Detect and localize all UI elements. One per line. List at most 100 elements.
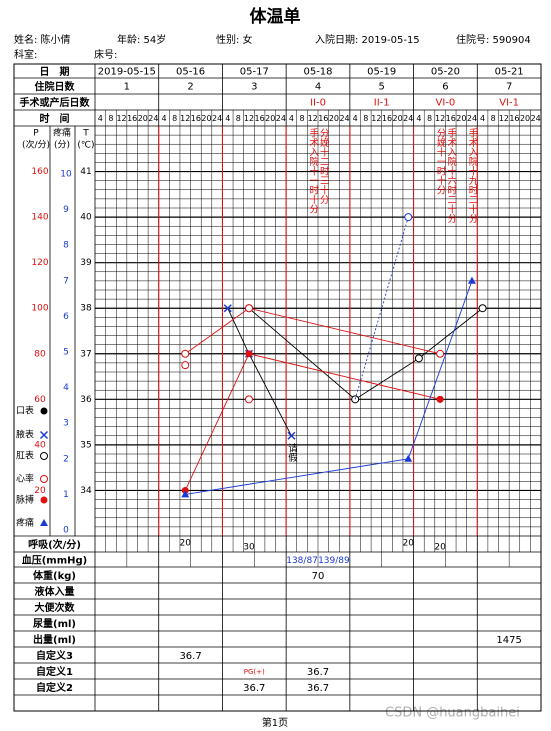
time-label: 24 [148, 114, 158, 123]
time-label: 8 [491, 114, 496, 123]
time-label: 12 [116, 114, 126, 123]
pulse-tick: 140 [31, 213, 48, 223]
date: 05-18 [303, 67, 332, 78]
time-label: 16 [509, 114, 519, 123]
row-label: 出量(ml) [33, 633, 76, 646]
info-field: 性别: 女 [216, 33, 253, 46]
time-label: 20 [265, 114, 275, 123]
time-label: 12 [435, 114, 445, 123]
date: 05-21 [495, 67, 524, 78]
table-border [13, 63, 542, 712]
footer: 第1页 [262, 716, 288, 729]
marker-circle [181, 349, 190, 358]
time-label: 12 [371, 114, 381, 123]
time-label: 24 [403, 114, 413, 123]
date: 05-20 [431, 67, 460, 78]
time-label: 16 [127, 114, 137, 123]
axis-label: T [82, 129, 89, 139]
hospital-day: 4 [315, 82, 321, 93]
time-label: 12 [308, 114, 318, 123]
annotation: 手术入院十一时十分 [307, 127, 319, 214]
time-label: 20 [520, 114, 530, 123]
temperature-tick: 39 [80, 258, 92, 268]
legend-label: 肛表 [16, 450, 34, 462]
hospital-day: 3 [251, 82, 257, 93]
time-label: 4 [161, 114, 166, 123]
time-label: 8 [172, 114, 177, 123]
time-label: 8 [300, 114, 305, 123]
time-label: 8 [236, 114, 241, 123]
cell-value: 1475 [496, 635, 521, 646]
legend-symbol [40, 519, 48, 526]
row-label: 自定义2 [36, 681, 73, 694]
legend-symbol [40, 407, 48, 415]
time-label: 8 [427, 114, 432, 123]
hospital-day: 1 [124, 82, 130, 93]
row-label: 住院日数 [35, 80, 76, 93]
annotation: 手术入院十六时二十分 [445, 127, 457, 224]
pain-tick: 2 [63, 454, 69, 464]
hospital-day: 7 [506, 82, 512, 93]
time-label: 16 [255, 114, 265, 123]
marker-x [223, 304, 232, 313]
cell-value: 36.7 [243, 683, 265, 694]
row-label: 尿量(ml) [33, 617, 76, 630]
row-label: 体重(kg) [33, 569, 76, 582]
blood-pressure: 138/87 [286, 556, 318, 566]
axis-label: P [33, 129, 39, 139]
marker-triangle [404, 454, 413, 462]
time-label: 4 [225, 114, 230, 123]
time-label: 12 [244, 114, 254, 123]
info-field: 住院号: 590904 [456, 33, 531, 46]
title: 体温单 [250, 6, 301, 27]
time-label: 20 [393, 114, 403, 123]
time-label: 20 [329, 114, 339, 123]
date: 05-19 [367, 67, 396, 78]
temperature-tick: 35 [80, 440, 91, 450]
time-label: 8 [363, 114, 368, 123]
legend-label: 口表 [16, 405, 34, 417]
cell-value: 36.7 [307, 667, 329, 678]
time-label: 12 [499, 114, 509, 123]
pain-tick: 1 [63, 490, 69, 500]
temperature-tick: 41 [80, 167, 91, 177]
annotation: 请假 [286, 442, 298, 463]
pulse-tick: 160 [31, 167, 48, 177]
axis-label: (分) [54, 140, 70, 151]
time-label: 24 [531, 114, 541, 123]
row-label: 日 期 [40, 65, 70, 78]
pain-tick: 0 [63, 526, 69, 536]
time-label: 24 [467, 114, 477, 123]
date: 2019-05-15 [98, 67, 156, 78]
marker-circle [244, 395, 253, 404]
time-label: 16 [382, 114, 392, 123]
time-label: 4 [480, 114, 485, 123]
pulse-tick: 60 [34, 395, 46, 405]
temperature-tick: 36 [80, 395, 92, 405]
pain-tick: 7 [63, 276, 69, 286]
time-label: 20 [138, 114, 148, 123]
pulse-tick: 20 [34, 486, 46, 496]
row-label: 自定义1 [36, 665, 73, 678]
pain-tick: 5 [63, 348, 69, 358]
pulse-tick: 80 [34, 349, 46, 359]
legend-label: 疼痛 [16, 517, 34, 529]
time-label: 8 [108, 114, 113, 123]
cell-value: PG(+) [244, 668, 265, 676]
hospital-day: 5 [379, 82, 385, 93]
pain-tick: 10 [60, 170, 72, 180]
time-label: 12 [180, 114, 190, 123]
date: 05-17 [240, 67, 269, 78]
cell-value: 36.7 [307, 683, 329, 694]
marker-triangle [181, 490, 190, 498]
pulse-tick: 100 [31, 304, 48, 314]
blood-pressure: 139/89 [318, 556, 350, 566]
hospital-day: 6 [442, 82, 448, 93]
cell-value: 36.7 [179, 651, 201, 662]
time-label: 4 [289, 114, 294, 123]
temperature-tick: 37 [80, 349, 91, 359]
row-label: 液体入量 [35, 585, 75, 598]
surgery-day: VI-0 [436, 98, 456, 109]
time-label: 24 [276, 114, 286, 123]
